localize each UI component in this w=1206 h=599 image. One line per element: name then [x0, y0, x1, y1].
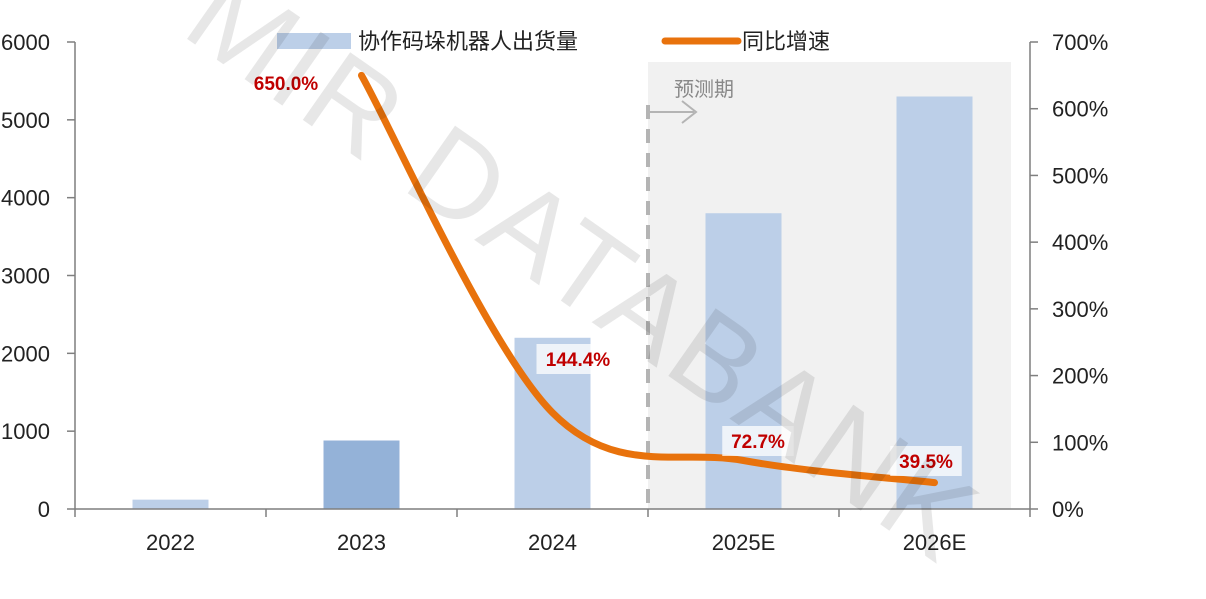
line-series [358, 71, 938, 487]
left-tick-label: 4000 [1, 186, 50, 211]
right-tick-label: 300% [1052, 297, 1108, 322]
growth-rate-line [358, 71, 938, 487]
legend-bar-swatch [277, 33, 351, 49]
legend-label-bar: 协作码垛机器人出货量 [358, 29, 578, 54]
forecast-arrow-icon [648, 100, 698, 124]
right-tick-label: 700% [1052, 30, 1108, 55]
data-label-bg [244, 68, 328, 98]
right-tick-label: 600% [1052, 97, 1108, 122]
axes: 2022 2023 2024 2025E 2026E 0 1000 2000 3000 4000 5… [1, 30, 1108, 555]
data-label-2026E: 39.5% [899, 452, 953, 473]
bar-2026E [896, 96, 973, 509]
data-label-2023: 650.0% [254, 74, 319, 95]
x-tick-label-2023: 2023 [337, 530, 386, 555]
bar-2023 [323, 440, 400, 509]
data-label-2025E: 72.7% [731, 432, 785, 453]
right-tick-label: 100% [1052, 430, 1108, 455]
left-tick-label: 0 [38, 497, 50, 522]
x-tick-label-2026E: 2026E [903, 530, 967, 555]
bar-2022 [132, 499, 209, 509]
left-tick-label: 3000 [1, 264, 50, 289]
right-tick-label: 0% [1052, 497, 1084, 522]
left-tick-label: 5000 [1, 108, 50, 133]
legend: 协作码垛机器人出货量 同比增速 [277, 29, 830, 54]
data-label-bg [890, 446, 962, 476]
data-labels: 650.0% 144.4% 72.7% 39.5% [244, 68, 962, 476]
x-tick-label-2024: 2024 [528, 530, 577, 555]
right-tick-label: 400% [1052, 230, 1108, 255]
left-tick-label: 6000 [1, 30, 50, 55]
x-tick-label-2022: 2022 [146, 530, 195, 555]
data-label-bg [722, 426, 794, 456]
data-label-bg [536, 344, 620, 374]
data-label-2024: 144.4% [546, 350, 611, 371]
right-tick-label: 500% [1052, 163, 1108, 188]
forecast-label: 预测期 [674, 78, 734, 101]
left-tick-label: 1000 [1, 419, 50, 444]
x-tick-label-2025E: 2025E [712, 530, 776, 555]
left-tick-label: 2000 [1, 341, 50, 366]
legend-label-line: 同比增速 [742, 29, 830, 54]
right-tick-label: 200% [1052, 364, 1108, 389]
